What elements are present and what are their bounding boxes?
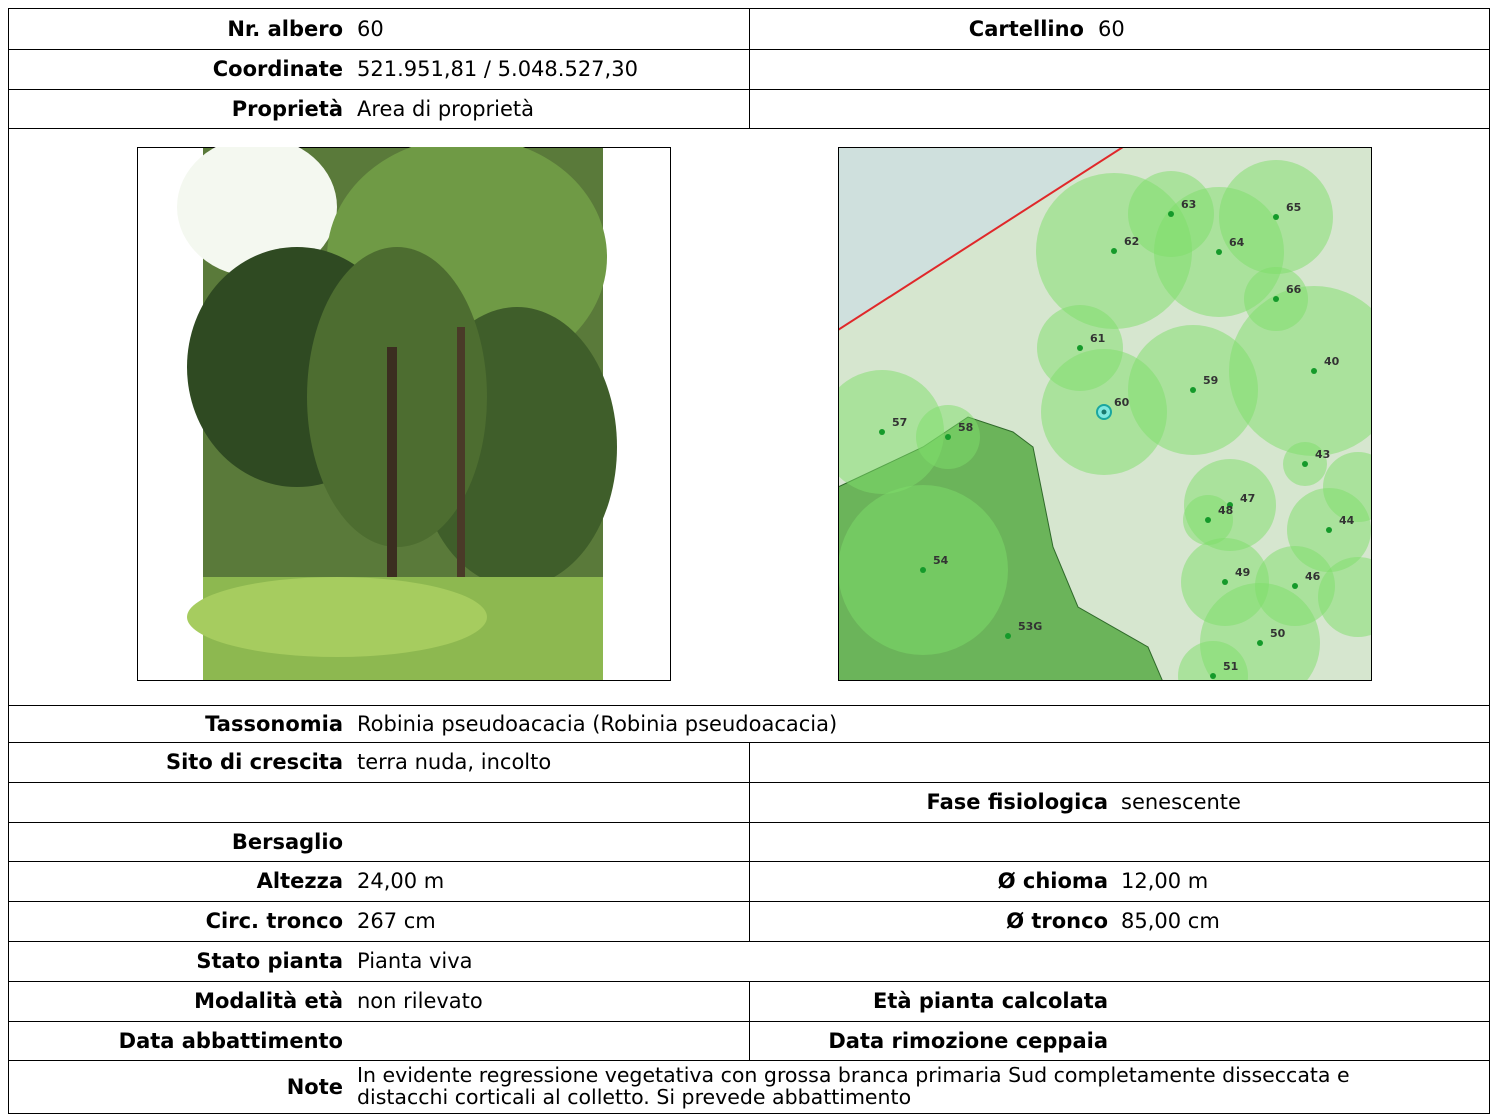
- map-label: 60: [1114, 396, 1130, 409]
- map-label: 50: [1270, 627, 1286, 640]
- label: Nr. albero: [227, 17, 343, 41]
- value: terra nuda, incolto: [357, 750, 552, 774]
- row: Fase fisiologica senescente: [8, 782, 1490, 822]
- label: Proprietà: [231, 97, 343, 121]
- value: 267 cm: [357, 909, 436, 933]
- row: Data abbattimento Data rimozione ceppaia: [8, 1021, 1490, 1060]
- map-label: 47: [1240, 492, 1255, 505]
- map-label: 65: [1286, 201, 1301, 214]
- map-label: 59: [1203, 374, 1218, 387]
- map-label: 51: [1223, 660, 1238, 673]
- map-label: 57: [892, 416, 907, 429]
- row: Modalità età non rilevato Età pianta calc…: [8, 981, 1490, 1021]
- label: Sito di crescita: [165, 750, 343, 774]
- row: Stato pianta Pianta viva: [8, 941, 1490, 981]
- divider: [749, 902, 750, 941]
- row: Coordinate 521.951,81 / 5.048.527,30: [8, 49, 1490, 89]
- value: senescente: [1121, 790, 1241, 814]
- label: Tassonomia: [205, 712, 343, 736]
- label: Coordinate: [212, 57, 343, 81]
- label: Data abbattimento: [118, 1029, 343, 1053]
- divider: [749, 823, 750, 861]
- row: Bersaglio: [8, 822, 1490, 861]
- value: 60: [1098, 17, 1125, 41]
- map-label: 46: [1305, 570, 1321, 583]
- tree-map: 63 65 62 64 66 61 40 59 60 57 58 43 47 4…: [838, 147, 1372, 681]
- value: 60: [357, 17, 384, 41]
- value: 521.951,81 / 5.048.527,30: [357, 57, 638, 81]
- divider: [749, 982, 750, 1021]
- map-label: 49: [1235, 566, 1250, 579]
- divider: [749, 1022, 750, 1060]
- label: Circ. tronco: [205, 909, 343, 933]
- label: Fase fisiologica: [926, 790, 1108, 814]
- row: Tassonomia Robinia pseudoacacia (Robinia …: [8, 705, 1490, 742]
- row: Note In evidente regressione vegetativa …: [8, 1060, 1490, 1114]
- value: Robinia pseudoacacia (Robinia pseudoacac…: [357, 712, 838, 736]
- value: non rilevato: [357, 989, 483, 1013]
- row: Circ. tronco 267 cm Ø tronco 85,00 cm: [8, 901, 1490, 941]
- divider: [749, 862, 750, 901]
- divider: [749, 783, 750, 822]
- map-label: 54: [933, 554, 949, 567]
- map-label: 40: [1324, 355, 1340, 368]
- divider: [749, 9, 750, 49]
- row: Proprietà Area di proprietà: [8, 89, 1490, 128]
- map-label: 43: [1315, 448, 1330, 461]
- map-label: 53G: [1018, 620, 1042, 633]
- map-label: 62: [1124, 235, 1139, 248]
- map-label: 61: [1090, 332, 1105, 345]
- label: Modalità età: [194, 989, 343, 1013]
- label: Ø tronco: [1006, 909, 1108, 933]
- label: Ø chioma: [997, 869, 1108, 893]
- map-label: 58: [958, 421, 973, 434]
- value: 85,00 cm: [1121, 909, 1220, 933]
- map-label: 64: [1229, 236, 1245, 249]
- label: Bersaglio: [231, 830, 343, 854]
- row: Sito di crescita terra nuda, incolto: [8, 742, 1490, 782]
- map-label: 44: [1339, 514, 1355, 527]
- map-label: 48: [1218, 504, 1233, 517]
- value: 24,00 m: [357, 869, 445, 893]
- label: Stato pianta: [196, 949, 343, 973]
- label: Data rimozione ceppaia: [828, 1029, 1108, 1053]
- value: Area di proprietà: [357, 97, 535, 121]
- label: Età pianta calcolata: [872, 989, 1108, 1013]
- image-row: 63 65 62 64 66 61 40 59 60 57 58 43 47 4…: [8, 128, 1490, 705]
- value: In evidente regressione vegetativa con g…: [357, 1063, 1350, 1109]
- divider: [749, 50, 750, 89]
- label: Note: [286, 1075, 343, 1099]
- divider: [749, 90, 750, 128]
- map-label: 63: [1181, 198, 1196, 211]
- value: Pianta viva: [357, 949, 473, 973]
- row: Nr. albero 60 Cartellino 60: [8, 8, 1490, 49]
- map-label: 66: [1286, 283, 1302, 296]
- label: Altezza: [256, 869, 343, 893]
- value: 12,00 m: [1121, 869, 1209, 893]
- tree-photo: [137, 147, 671, 681]
- label: Cartellino: [968, 17, 1084, 41]
- divider: [749, 743, 750, 782]
- row: Altezza 24,00 m Ø chioma 12,00 m: [8, 861, 1490, 901]
